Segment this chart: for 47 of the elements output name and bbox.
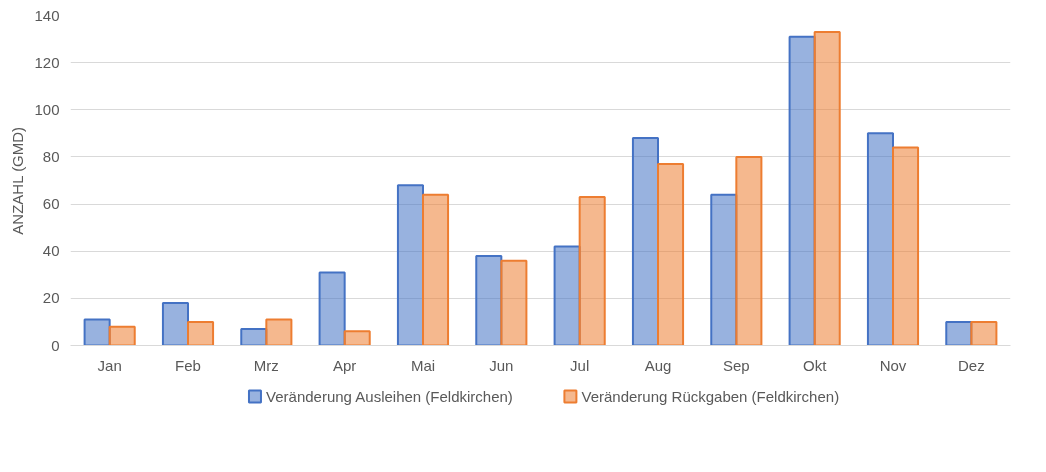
bar	[553, 245, 581, 346]
x-tick-label: Jun	[489, 356, 514, 374]
y-tick-label: 120	[34, 53, 60, 71]
bar	[343, 330, 371, 346]
bar	[813, 31, 841, 346]
bar	[161, 302, 189, 346]
x-tick-label: Feb	[175, 356, 201, 374]
x-tick-label: Aug	[644, 356, 672, 374]
y-tick-label: 40	[42, 242, 60, 260]
bar	[265, 318, 293, 346]
y-tick-label: 100	[34, 100, 60, 118]
bar	[788, 35, 816, 346]
y-tick-label: 140	[34, 6, 60, 24]
x-tick-label: Dez	[958, 356, 985, 374]
y-tick-label: 80	[42, 147, 60, 165]
bar	[892, 146, 920, 346]
bar	[735, 155, 763, 346]
y-axis-title: ANZAHL (GMD)	[9, 126, 27, 235]
bar	[240, 328, 268, 346]
x-tick-label: Sep	[722, 356, 750, 374]
bar	[970, 320, 998, 346]
bar	[631, 137, 659, 346]
x-tick-label: Apr	[333, 356, 357, 374]
legend-label: Veränderung Ausleihen (Feldkirchen)	[266, 388, 513, 405]
bar	[866, 132, 894, 346]
bar	[710, 193, 738, 346]
bar	[578, 196, 606, 346]
bar	[475, 254, 503, 346]
bar	[945, 320, 973, 346]
y-tick-label: 20	[42, 289, 60, 307]
y-tick-label: 0	[51, 336, 60, 354]
bar	[318, 271, 346, 346]
x-tick-label: Nov	[879, 356, 907, 374]
bar	[422, 193, 450, 346]
bar	[657, 163, 685, 346]
x-tick-label: Mai	[410, 356, 436, 374]
bar	[396, 184, 424, 346]
bar	[83, 318, 111, 346]
x-tick-label: Jan	[97, 356, 122, 374]
bar	[108, 325, 136, 346]
x-tick-label: Okt	[803, 356, 828, 374]
legend-label: Veränderung Rückgaben (Feldkirchen)	[581, 388, 840, 405]
y-tick-label: 60	[42, 195, 60, 213]
x-tick-label: Mrz	[253, 356, 279, 374]
x-tick-label: Jul	[570, 356, 590, 374]
bar	[500, 259, 528, 346]
bar	[187, 320, 215, 346]
